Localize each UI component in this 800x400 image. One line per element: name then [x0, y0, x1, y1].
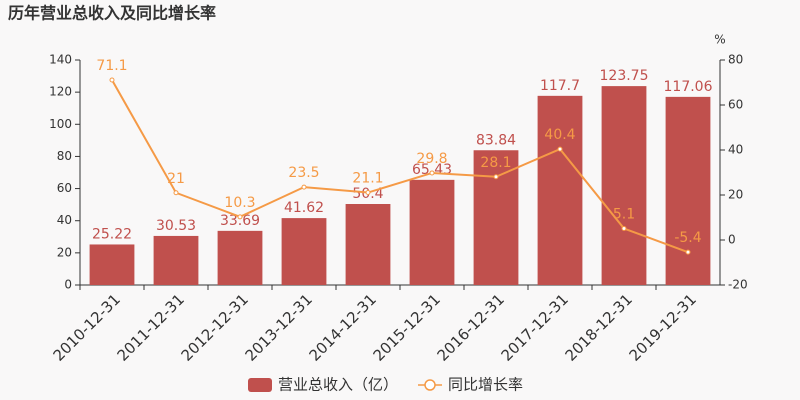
y-tick-label: 40	[57, 213, 72, 227]
line-value-label: 5.1	[613, 207, 635, 223]
line-point	[237, 214, 243, 220]
legend-label: 同比增长率	[448, 376, 523, 394]
line-point	[365, 190, 371, 196]
line-point	[557, 146, 563, 152]
line-value-label: 21.1	[352, 171, 383, 187]
x-tick-label: 2016-12-31	[434, 290, 508, 364]
line-value-label: 71.1	[96, 58, 127, 74]
legend-swatch	[248, 378, 272, 392]
line-point	[429, 170, 435, 176]
x-tick-label: 2014-12-31	[306, 290, 380, 364]
x-tick-label: 2017-12-31	[498, 290, 572, 364]
line	[111, 79, 689, 254]
line-point	[173, 190, 179, 196]
y2-tick-label: 20	[728, 188, 743, 202]
bar	[665, 96, 711, 285]
bar	[601, 86, 647, 285]
line-point	[685, 249, 691, 255]
y-tick-label: 0	[64, 278, 72, 292]
line-point	[109, 77, 115, 83]
y-tick-label: 140	[49, 53, 72, 67]
bar	[281, 218, 327, 285]
x-tick-label: 2010-12-31	[50, 290, 124, 364]
bar	[409, 179, 455, 285]
bar	[345, 204, 391, 285]
line-value-label: -5.4	[674, 230, 701, 246]
y-tick-label: 120	[49, 85, 72, 99]
x-tick-label: 2012-12-31	[178, 290, 252, 364]
bar	[217, 230, 263, 285]
line-value-label: 23.5	[288, 165, 319, 181]
line-value-label: 28.1	[480, 155, 511, 171]
line-value-label: 21	[167, 171, 185, 187]
x-tick-label: 2015-12-31	[370, 290, 444, 364]
legend-label: 营业总收入（亿）	[278, 376, 398, 394]
bar-value-label: 117.7	[540, 78, 580, 94]
y2-tick-label: 40	[728, 143, 743, 157]
bar	[89, 244, 135, 285]
y2-tick-label: -20	[728, 278, 748, 292]
y-tick-label: 80	[57, 149, 72, 163]
legend-swatch-point	[424, 379, 436, 391]
y-tick-label: 60	[57, 181, 72, 195]
line-point	[493, 174, 499, 180]
bar-value-label: 30.53	[156, 218, 196, 234]
y2-axis-label: %	[714, 33, 725, 47]
y2-tick-label: 60	[728, 98, 743, 112]
y2-tick-label: 80	[728, 53, 743, 67]
bar	[537, 95, 583, 285]
y-tick-label: 20	[57, 245, 72, 259]
x-tick-label: 2019-12-31	[626, 290, 700, 364]
line-point	[621, 226, 627, 232]
line-value-label: 29.8	[416, 151, 447, 167]
line-value-label: 40.4	[544, 127, 575, 143]
bar-value-label: 33.69	[220, 213, 260, 229]
bar-value-label: 25.22	[92, 226, 132, 242]
x-tick-label: 2011-12-31	[114, 290, 188, 364]
line-point	[301, 184, 307, 190]
y2-tick-label: 0	[728, 233, 736, 247]
bar	[473, 150, 519, 285]
bar	[153, 235, 199, 285]
x-tick-label: 2018-12-31	[562, 290, 636, 364]
line-value-label: 10.3	[224, 195, 255, 211]
x-tick-label: 2013-12-31	[242, 290, 316, 364]
bar-value-label: 83.84	[476, 132, 516, 148]
bar-value-label: 117.06	[664, 79, 713, 95]
bar-value-label: 41.62	[284, 200, 324, 216]
y-tick-label: 100	[49, 117, 72, 131]
chart-title: 历年营业总收入及同比增长率	[8, 4, 216, 23]
bar-value-label: 123.75	[600, 68, 649, 84]
